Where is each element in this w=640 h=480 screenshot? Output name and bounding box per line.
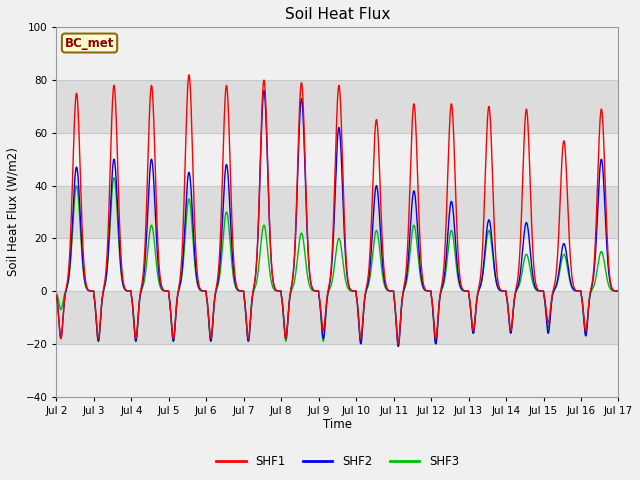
- SHF3: [52, 290, 60, 296]
- SHF1: [366, 247, 374, 253]
- Title: Soil Heat Flux: Soil Heat Flux: [285, 7, 390, 22]
- SHF3: [366, 274, 374, 279]
- Y-axis label: Soil Heat Flux (W/m2): Soil Heat Flux (W/m2): [7, 147, 20, 276]
- SHF2: [209, 315, 217, 321]
- SHF2: [581, 330, 589, 336]
- SHF3: [209, 311, 217, 317]
- Text: BC_met: BC_met: [65, 36, 114, 49]
- Line: SHF2: SHF2: [56, 91, 618, 347]
- SHF3: [581, 327, 589, 333]
- SHF2: [366, 263, 374, 269]
- SHF1: [209, 310, 217, 315]
- SHF2: [52, 293, 60, 299]
- SHF2: [260, 88, 268, 94]
- Line: SHF1: SHF1: [56, 75, 618, 344]
- SHF1: [566, 236, 573, 242]
- SHF1: [394, 341, 402, 347]
- Legend: SHF1, SHF2, SHF3: SHF1, SHF2, SHF3: [211, 451, 463, 473]
- SHF2: [566, 272, 573, 277]
- Line: SHF3: SHF3: [56, 178, 618, 344]
- SHF2: [394, 344, 402, 349]
- Bar: [56, 133, 618, 186]
- Bar: [56, 186, 618, 239]
- SHF1: [185, 72, 193, 78]
- SHF3: [566, 276, 573, 281]
- SHF1: [614, 288, 622, 294]
- SHF2: [354, 308, 362, 313]
- Bar: [56, 344, 618, 396]
- X-axis label: Time: Time: [323, 419, 352, 432]
- SHF3: [110, 175, 118, 180]
- SHF1: [52, 293, 60, 299]
- SHF3: [432, 341, 440, 347]
- SHF3: [354, 307, 362, 312]
- SHF3: [501, 288, 509, 294]
- Bar: [56, 27, 618, 80]
- SHF1: [501, 288, 509, 294]
- Bar: [56, 80, 618, 133]
- SHF2: [614, 288, 622, 294]
- Bar: [56, 239, 618, 291]
- Bar: [56, 291, 618, 344]
- SHF1: [354, 306, 362, 312]
- SHF2: [501, 288, 509, 294]
- SHF3: [614, 288, 622, 294]
- SHF1: [581, 325, 589, 331]
